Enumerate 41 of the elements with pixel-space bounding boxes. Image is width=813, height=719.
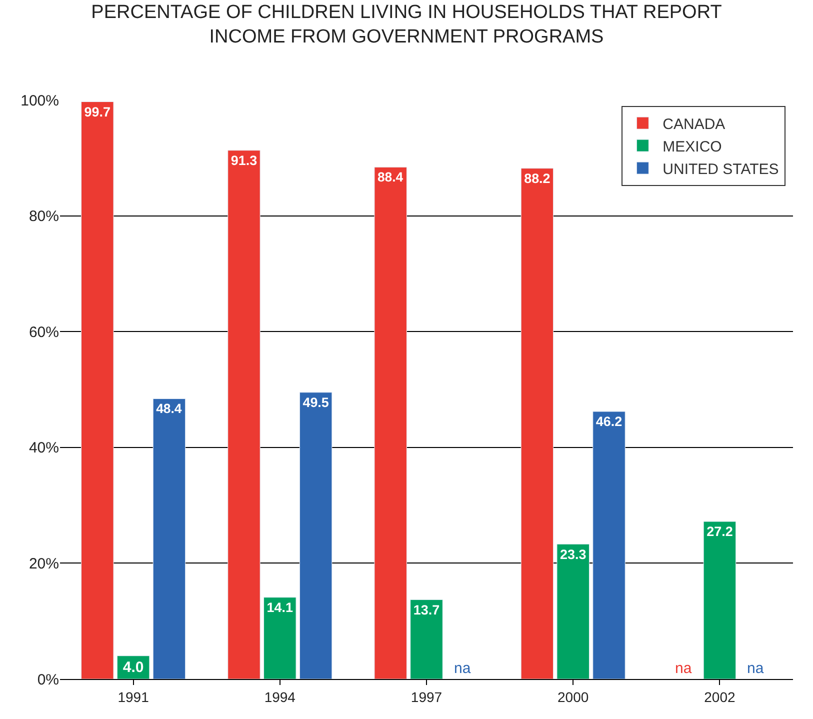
bar	[592, 411, 626, 679]
data-label: 46.2	[596, 414, 622, 430]
bar	[520, 168, 554, 679]
bar	[410, 599, 443, 679]
y-tick-label: 100%	[20, 92, 59, 110]
data-label: 13.7	[413, 602, 440, 618]
chart-title: PERCENTAGE OF CHILDREN LIVING IN HOUSEHOLDS THAT REPORT INCOME FROM GOVERNMENT PROGRAMS	[91, 2, 722, 48]
y-tick-label: 80%	[28, 208, 59, 226]
bar	[374, 166, 407, 679]
data-label: 23.3	[560, 546, 586, 562]
data-label: 91.3	[230, 153, 258, 168]
bar	[152, 398, 186, 679]
bar	[81, 101, 114, 679]
data-label: 99.7	[84, 104, 110, 120]
bar	[299, 392, 332, 679]
data-label: 4.0	[122, 658, 144, 676]
y-tick-label: 60%	[28, 324, 59, 341]
legend-label: UNITED STATES	[662, 160, 779, 178]
bar	[556, 544, 590, 679]
data-label: 27.2	[706, 524, 733, 540]
bar	[228, 150, 260, 679]
y-tick-label: 40%	[28, 440, 59, 457]
data-label: 14.1	[266, 600, 294, 616]
text: na	[747, 660, 764, 677]
x-tick-label: 1991	[118, 688, 150, 705]
data-label: 88.2	[524, 171, 550, 186]
data-label: 48.4	[156, 401, 182, 416]
data-label: 49.5	[302, 395, 330, 410]
data-label: 88.4	[377, 170, 404, 185]
legend-label: MEXICO	[662, 138, 722, 156]
legend-label: CANADA	[662, 116, 726, 133]
y-tick-label: 0%	[37, 671, 59, 688]
bar	[264, 597, 296, 679]
x-tick-label: 2002	[704, 688, 736, 705]
x-tick-label: 1997	[410, 688, 442, 705]
text: na	[454, 660, 471, 677]
x-tick-label: 2000	[558, 688, 589, 705]
text: na	[675, 660, 692, 677]
y-tick-label: 20%	[28, 555, 59, 572]
bar	[703, 521, 736, 679]
x-tick-label: 1994	[264, 688, 296, 705]
